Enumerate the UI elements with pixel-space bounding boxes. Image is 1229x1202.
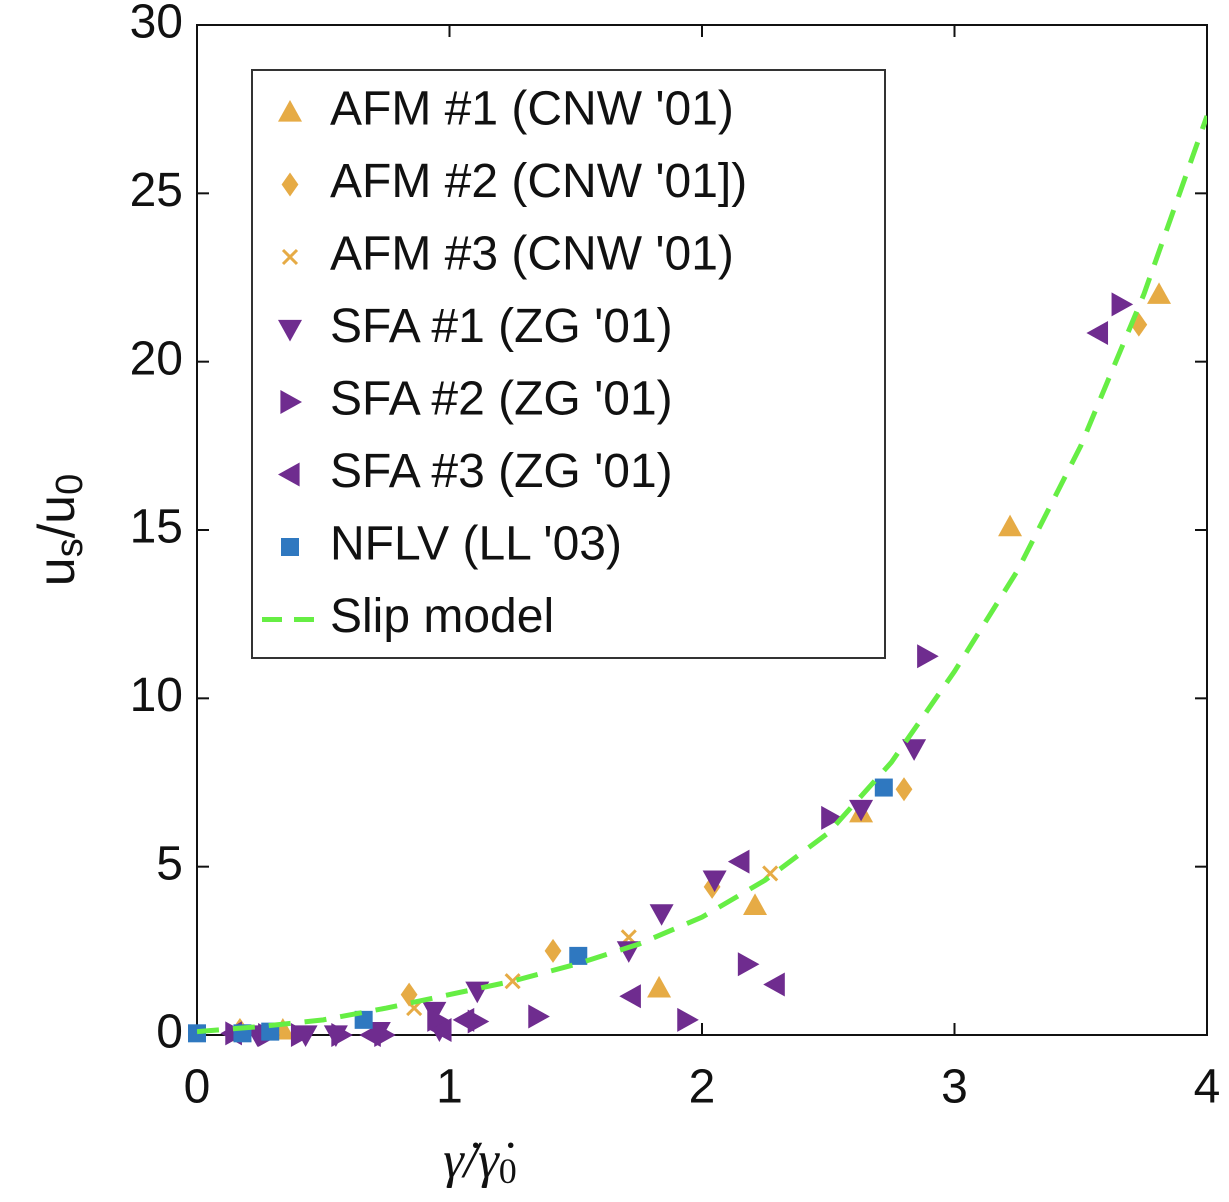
legend-label: AFM #1 (CNW '01)	[330, 83, 734, 136]
legend-marker	[278, 319, 302, 342]
y-label-part: /u	[28, 495, 86, 538]
marker	[452, 1007, 475, 1032]
marker	[998, 514, 1023, 537]
y-tick-label: 10	[130, 669, 183, 722]
y-label-part: u	[28, 557, 86, 586]
marker	[331, 1023, 353, 1047]
y-label-part: 0	[49, 474, 91, 495]
y-tick-label: 0	[156, 1006, 183, 1059]
marker	[649, 904, 674, 926]
y-tick-label: 15	[130, 501, 183, 554]
marker	[821, 805, 843, 830]
legend-label: Slip model	[330, 590, 554, 643]
marker	[359, 1023, 381, 1047]
marker	[1147, 282, 1172, 304]
x-tick-label: 0	[184, 1061, 211, 1114]
marker	[544, 938, 562, 963]
marker	[290, 1023, 313, 1047]
y-label-part: s	[49, 538, 91, 557]
marker	[647, 975, 672, 998]
y-tick-label: 30	[130, 0, 183, 49]
marker	[895, 777, 913, 802]
legend-marker	[281, 538, 299, 556]
marker	[917, 644, 939, 669]
marker	[619, 984, 641, 1009]
legend-marker	[278, 100, 302, 122]
legend-box	[251, 69, 886, 659]
marker	[902, 739, 927, 761]
marker	[874, 778, 893, 797]
y-axis-label: us/u0	[28, 474, 91, 586]
marker	[427, 1007, 449, 1032]
x-tick-label: 2	[689, 1061, 716, 1114]
legend-label: AFM #3 (CNW '01)	[330, 228, 734, 281]
y-tick-label: 5	[156, 837, 183, 890]
marker	[1111, 292, 1134, 317]
legend-marker	[278, 462, 300, 487]
marker	[849, 799, 874, 822]
marker	[1086, 321, 1109, 346]
legend-label: AFM #2 (CNW '01])	[330, 155, 747, 208]
legend-marker	[281, 172, 299, 197]
legend-marker	[281, 248, 299, 266]
marker	[727, 849, 750, 874]
legend-label: SFA #2 (ZG '01)	[330, 373, 673, 426]
y-tick-label: 20	[130, 332, 183, 385]
fit-line	[197, 115, 1207, 1035]
marker	[737, 952, 760, 977]
x-tick-label: 4	[1194, 1061, 1221, 1114]
x-tick-label: 3	[941, 1061, 968, 1114]
x-label-part: /	[461, 1132, 483, 1189]
marker	[528, 1004, 550, 1029]
marker	[702, 870, 727, 893]
marker	[504, 973, 521, 990]
y-tick-label: 25	[130, 164, 183, 217]
legend-marker	[280, 390, 302, 414]
legend-label: SFA #3 (ZG '01)	[330, 445, 673, 498]
marker	[763, 972, 785, 997]
marker	[569, 946, 588, 965]
marker	[677, 1007, 699, 1032]
x-axis-label: γ̇/γ̇0	[443, 1132, 516, 1191]
marker	[429, 1017, 452, 1042]
x-tick-label: 1	[436, 1061, 463, 1114]
legend-label: NFLV (LL '03)	[330, 518, 622, 571]
x-label-part: 0	[499, 1151, 517, 1191]
legend-label: SFA #1 (ZG '01)	[330, 300, 673, 353]
marker	[743, 893, 768, 915]
